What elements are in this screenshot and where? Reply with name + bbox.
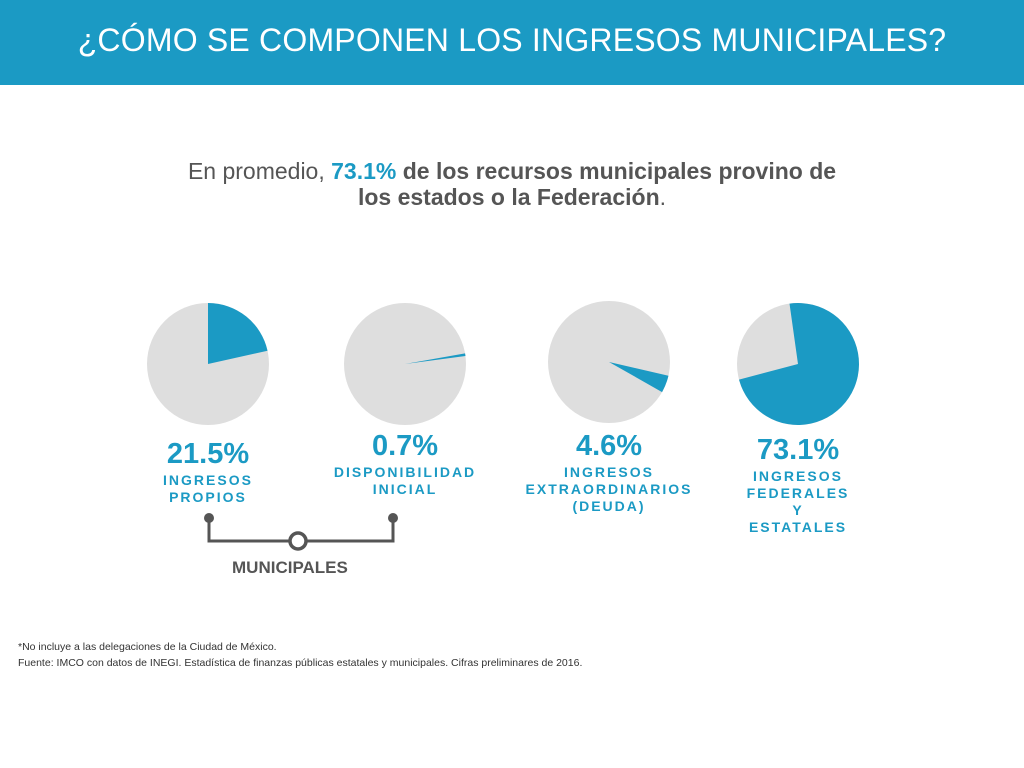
group-label-municipales: MUNICIPALES bbox=[232, 558, 348, 577]
pie-value-label: 21.5% bbox=[166, 438, 250, 470]
pie-category-label: INGRESOS EXTRAORDINARIOS (DEUDA) bbox=[509, 464, 709, 515]
pie-label-4: 73.1% INGRESOS FEDERALES Y ESTATALES bbox=[698, 434, 898, 536]
pie-category-line: INGRESOS bbox=[753, 468, 843, 484]
pie-category-line: DISPONIBILIDAD bbox=[333, 464, 477, 480]
pie-category-line: ESTATALES bbox=[748, 519, 848, 535]
pie-category-line: (DEUDA) bbox=[572, 498, 646, 514]
pie-value-label: 4.6% bbox=[575, 430, 643, 462]
pie-label-2: 0.7% DISPONIBILIDAD INICIAL bbox=[305, 430, 505, 498]
pie-value-label: 0.7% bbox=[371, 430, 439, 462]
pie-slice-2 bbox=[405, 353, 466, 364]
pie-value-label: 73.1% bbox=[756, 434, 840, 466]
page-title: ¿CÓMO SE COMPONEN LOS INGRESOS MUNICIPAL… bbox=[77, 22, 947, 58]
pie-category-line: FEDERALES bbox=[746, 485, 850, 501]
pie-category-label: INGRESOS FEDERALES Y ESTATALES bbox=[698, 468, 898, 536]
footnote-source: Fuente: IMCO con datos de INEGI. Estadís… bbox=[18, 657, 583, 669]
pie-slice-1 bbox=[208, 303, 268, 364]
intro-text: En promedio, 73.1% de los recursos munic… bbox=[112, 158, 912, 210]
intro-percentage: 73.1% bbox=[331, 158, 397, 184]
pie-category-line: EXTRAORDINARIOS bbox=[525, 481, 693, 497]
group-bracket-dot-left bbox=[204, 513, 214, 523]
pie-slice-4 bbox=[739, 302, 859, 425]
pie-slice-3 bbox=[609, 362, 669, 393]
intro-rest-line1: de los recursos municipales provino de bbox=[396, 158, 837, 184]
pie-category-line: Y bbox=[792, 502, 804, 518]
footnote-note: *No incluye a las delegaciones de la Ciu… bbox=[18, 641, 277, 653]
pie-category-line: PROPIOS bbox=[169, 489, 247, 505]
pie-label-3: 4.6% INGRESOS EXTRAORDINARIOS (DEUDA) bbox=[509, 430, 709, 515]
group-bracket-dot-right bbox=[388, 513, 398, 523]
pie-category-line: INGRESOS bbox=[564, 464, 654, 480]
pie-category-line: INICIAL bbox=[372, 481, 438, 497]
pie-category-line: INGRESOS bbox=[163, 472, 253, 488]
pie-category-label: INGRESOS PROPIOS bbox=[108, 472, 308, 506]
intro-lead: En promedio, bbox=[187, 158, 332, 184]
pie-category-label: DISPONIBILIDAD INICIAL bbox=[305, 464, 505, 498]
pie-label-1: 21.5% INGRESOS PROPIOS bbox=[108, 438, 308, 506]
group-bracket-hub-icon bbox=[288, 531, 308, 551]
intro-rest-line2: los estados o la Federación bbox=[357, 184, 660, 210]
intro-period: . bbox=[659, 184, 667, 210]
header-banner: ¿CÓMO SE COMPONEN LOS INGRESOS MUNICIPAL… bbox=[0, 0, 1024, 85]
